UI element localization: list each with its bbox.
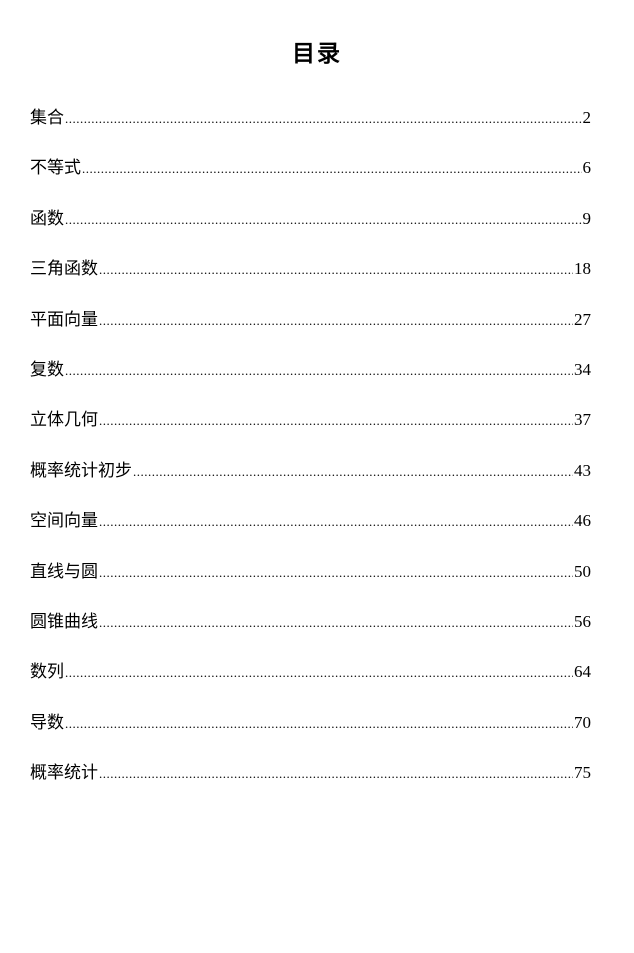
toc-entry[interactable]: 集合 2 bbox=[30, 103, 591, 153]
dot-leader bbox=[99, 514, 573, 530]
toc-entry[interactable]: 直线与圆 50 bbox=[30, 557, 591, 607]
toc-entry[interactable]: 空间向量 46 bbox=[30, 506, 591, 556]
toc-entry-label: 集合 bbox=[30, 108, 64, 127]
toc-entry[interactable]: 数列 64 bbox=[30, 657, 591, 707]
toc-entry-page: 56 bbox=[574, 611, 591, 631]
toc-entry-page: 6 bbox=[582, 158, 592, 178]
toc-entry-label: 复数 bbox=[30, 359, 64, 379]
toc-entry-page: 37 bbox=[574, 410, 591, 430]
dot-leader bbox=[99, 313, 573, 329]
toc-entry-page: 70 bbox=[574, 712, 591, 732]
dot-leader bbox=[99, 766, 573, 782]
toc-entry-label: 导数 bbox=[30, 712, 64, 732]
toc-entry-page: 50 bbox=[574, 561, 591, 581]
toc-entry[interactable]: 平面向量 27 bbox=[30, 305, 591, 355]
toc-entry-page: 18 bbox=[574, 259, 591, 279]
toc-entry-label: 数列 bbox=[30, 662, 64, 682]
toc-entry-label: 圆锥曲线 bbox=[30, 611, 98, 631]
toc-entry-label: 直线与圆 bbox=[30, 561, 98, 581]
dot-leader bbox=[65, 111, 582, 127]
toc-entry[interactable]: 不等式 6 bbox=[30, 153, 591, 203]
toc-entry-page: 75 bbox=[574, 763, 591, 783]
toc-entry-page: 43 bbox=[574, 460, 591, 480]
page-title: 目录 bbox=[292, 41, 342, 66]
toc-entry-label: 空间向量 bbox=[30, 511, 98, 531]
toc-entry-page: 9 bbox=[582, 208, 592, 228]
toc-entry[interactable]: 导数 70 bbox=[30, 708, 591, 758]
toc-entry[interactable]: 函数 9 bbox=[30, 204, 591, 254]
dot-leader bbox=[65, 363, 573, 379]
dot-leader bbox=[65, 665, 573, 681]
toc-entry-label: 不等式 bbox=[30, 158, 81, 178]
toc-entry[interactable]: 圆锥曲线 56 bbox=[30, 607, 591, 657]
toc-entry-page: 34 bbox=[574, 359, 591, 379]
toc-entry-label: 立体几何 bbox=[30, 410, 98, 430]
toc-entry-label: 三角函数 bbox=[30, 259, 98, 279]
toc-entry[interactable]: 立体几何 37 bbox=[30, 405, 591, 455]
toc-entry[interactable]: 概率统计 75 bbox=[30, 758, 591, 808]
dot-leader bbox=[99, 565, 573, 581]
table-of-contents: 集合 2 不等式 6 函数 9 三角函数 18 平面向量 27 复数 34 立体几何 37 概率统计初步 43… bbox=[30, 103, 591, 808]
toc-entry[interactable]: 三角函数 18 bbox=[30, 254, 591, 304]
toc-entry-label: 概率统计初步 bbox=[30, 460, 132, 480]
toc-entry-label: 概率统计 bbox=[30, 763, 98, 783]
toc-entry-page: 27 bbox=[574, 309, 591, 329]
toc-entry-label: 函数 bbox=[30, 208, 64, 228]
toc-entry[interactable]: 复数 34 bbox=[30, 355, 591, 405]
toc-entry-page: 46 bbox=[574, 511, 591, 531]
toc-entry[interactable]: 概率统计初步 43 bbox=[30, 456, 591, 506]
dot-leader bbox=[65, 212, 582, 228]
toc-entry-page: 2 bbox=[582, 108, 592, 127]
dot-leader bbox=[99, 615, 573, 631]
toc-entry-label: 平面向量 bbox=[30, 309, 98, 329]
dot-leader bbox=[99, 413, 573, 429]
dot-leader bbox=[82, 161, 582, 177]
toc-entry-page: 64 bbox=[574, 662, 591, 682]
dot-leader bbox=[65, 716, 573, 732]
dot-leader bbox=[133, 464, 573, 480]
dot-leader bbox=[99, 262, 573, 278]
